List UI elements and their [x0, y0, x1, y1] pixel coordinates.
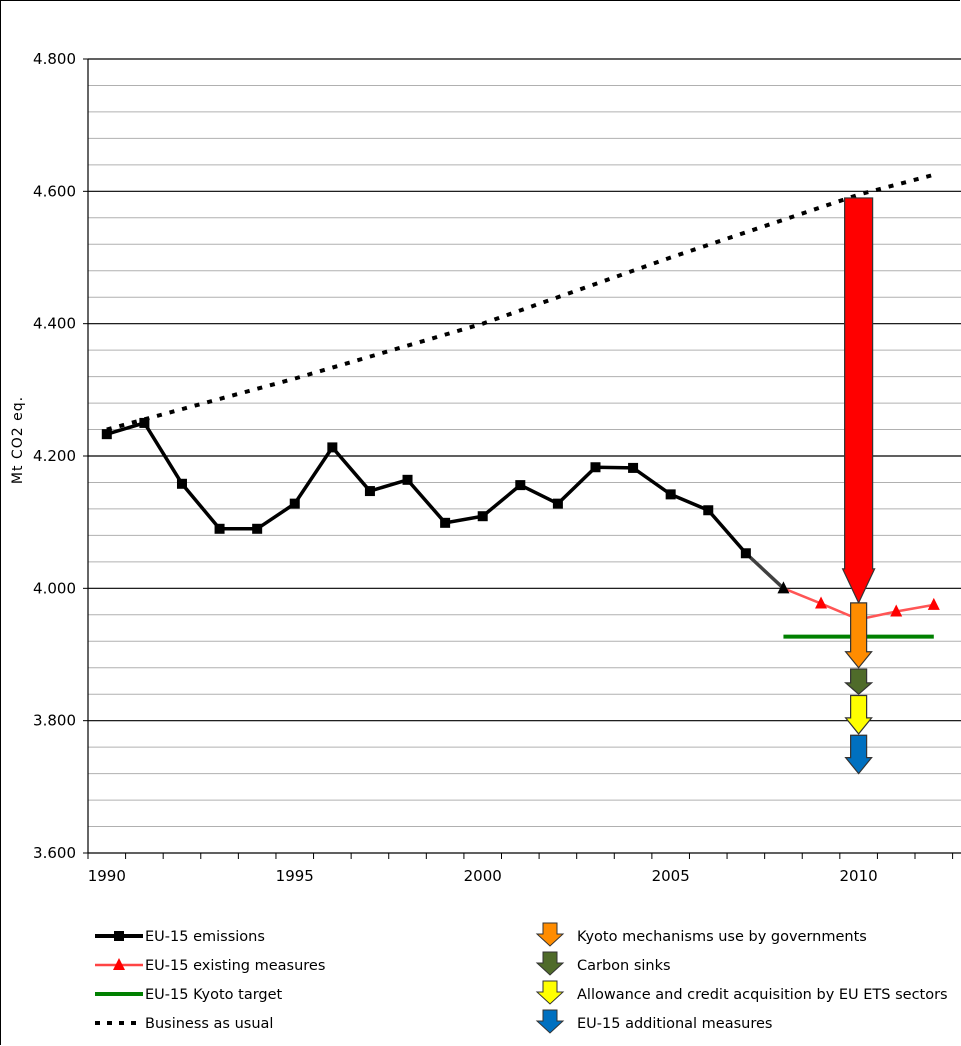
x-tick-label: 2000 [464, 867, 502, 885]
legend-arrow-icon [535, 1009, 565, 1034]
legend-label: EU-15 Kyoto target [145, 987, 283, 1003]
legend-arrow-icon [535, 980, 565, 1005]
reduction-arrow [844, 694, 873, 735]
y-tick-label: 4.000 [33, 579, 76, 597]
y-tick-label: 4.200 [33, 447, 76, 465]
x-tick-label: 1990 [88, 867, 126, 885]
emissions-point [477, 511, 488, 522]
y-tick-label: 4.400 [33, 315, 76, 333]
x-tick-label: 2010 [840, 867, 878, 885]
y-tick-label: 4.600 [33, 182, 76, 200]
emissions-point [740, 548, 751, 559]
reduction-arrow [844, 734, 873, 775]
emissions-point [327, 442, 338, 453]
legend-arrow-icon [535, 951, 565, 976]
emissions-point [364, 486, 375, 497]
legend-label: Carbon sinks [577, 958, 671, 974]
emissions-point [665, 489, 676, 500]
series-layer [101, 172, 940, 639]
emissions-point [703, 505, 714, 516]
legend-label: Allowance and credit acquisition by EU E… [577, 987, 948, 1003]
gridlines [88, 58, 961, 828]
legend-label: EU-15 existing measures [145, 958, 325, 974]
legend-marker [114, 931, 124, 941]
legend-label: EU-15 additional measures [577, 1016, 772, 1032]
emissions-line [106, 420, 748, 555]
emissions-point [402, 474, 413, 485]
legend-label: EU-15 emissions [145, 929, 265, 945]
emissions-point [552, 498, 563, 509]
y-tick-label: 4.800 [33, 50, 76, 68]
axes: 3.600 3.800 4.000 4.200 4.400 4.600 4.800 1990 1… [33, 50, 961, 885]
existing-measures-point [890, 604, 903, 617]
existing-measures-point [815, 596, 828, 609]
x-tick-label: 2005 [652, 867, 690, 885]
reduction-arrow [844, 668, 874, 695]
y-tick-label: 3.800 [33, 712, 76, 730]
business-as-usual-line [106, 172, 935, 432]
x-tick-label: 1995 [276, 867, 314, 885]
emissions-point [590, 462, 601, 473]
emissions-point [515, 480, 526, 491]
reduction-arrow [844, 602, 873, 669]
y-tick-label: 3.600 [33, 844, 76, 862]
emissions-point [628, 462, 639, 473]
emissions-point [176, 478, 187, 489]
emissions-bridge-line [744, 551, 785, 590]
legend: EU-15 emissions EU-15 existing measures EU… [95, 922, 948, 1034]
legend-label: Business as usual [145, 1016, 273, 1032]
emissions-point [101, 429, 112, 440]
reduction-arrow [841, 197, 876, 605]
emissions-point [440, 517, 451, 528]
legend-label: Kyoto mechanisms use by governments [577, 929, 867, 945]
existing-measures-point [777, 581, 790, 594]
emissions-point [252, 523, 263, 534]
existing-measures-point [927, 597, 940, 610]
emissions-point [289, 498, 300, 509]
arrows-layer [841, 197, 876, 775]
legend-arrow-icon [535, 922, 565, 947]
emissions-point [139, 417, 150, 428]
y-axis-label: Mt CO2 eq. [10, 396, 26, 484]
emissions-point [214, 523, 225, 534]
legend-marker [113, 958, 125, 970]
